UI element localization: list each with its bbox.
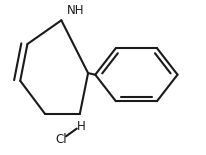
Text: Cl: Cl xyxy=(55,133,67,146)
Text: H: H xyxy=(76,120,85,133)
Text: NH: NH xyxy=(67,4,84,17)
